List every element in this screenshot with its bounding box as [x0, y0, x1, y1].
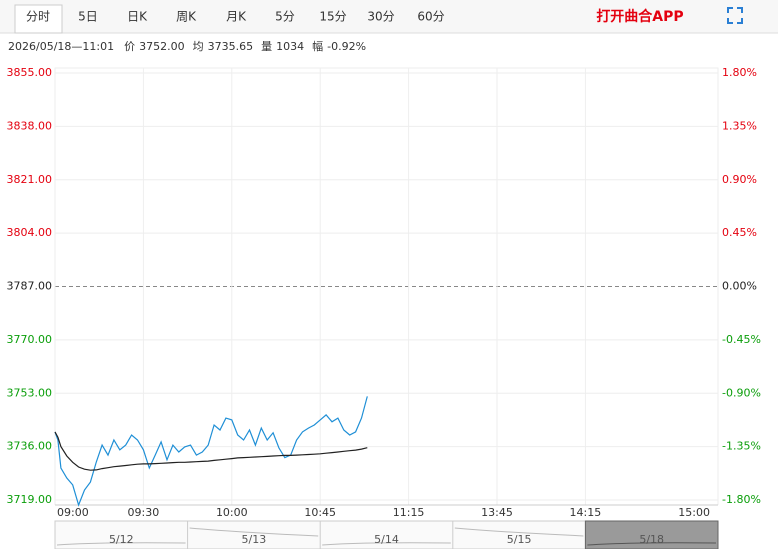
plot-frame [54, 67, 719, 501]
tab[interactable]: 30分 [367, 10, 394, 24]
fullscreen-icon[interactable] [727, 7, 743, 24]
active-tab [14, 4, 63, 34]
tab[interactable]: 分时 [26, 10, 50, 24]
tab[interactable]: 月K [226, 10, 247, 24]
y-tick-label: 3736.00 [7, 440, 53, 453]
info-time: 2026/05/18—11:01 [8, 40, 114, 53]
y-tick-label: 3855.00 [7, 66, 53, 79]
x-tick-label: 10:45 [304, 506, 336, 519]
navigator-date: 5/14 [374, 533, 399, 546]
info-value: 3735.65 [208, 40, 254, 53]
navigator-date: 5/15 [507, 533, 532, 546]
y2-tick-label: 1.80% [722, 66, 757, 79]
info-label: 价 [124, 40, 135, 53]
tab[interactable]: 日K [127, 10, 148, 24]
info-value: 3752.00 [139, 40, 185, 53]
x-tick-label: 10:00 [216, 506, 248, 519]
y2-tick-label: -1.35% [722, 440, 761, 453]
x-tick-label: 09:30 [128, 506, 160, 519]
y-tick-label: 3770.00 [7, 333, 53, 346]
info-value: -0.92% [327, 40, 366, 53]
y-tick-label: 3838.00 [7, 119, 53, 132]
navigator-trace [322, 542, 451, 546]
x-tick-label: 11:15 [393, 506, 425, 519]
x-tick-label: 15:00 [678, 506, 710, 519]
info-value: 1034 [276, 40, 304, 53]
info-label: 量 [261, 40, 272, 53]
x-tick-label: 09:00 [57, 506, 89, 519]
x-tick-label: 13:45 [481, 506, 513, 519]
app-link[interactable]: 打开曲合APP [596, 8, 683, 25]
y-tick-label: 3753.00 [7, 386, 53, 399]
tab[interactable]: 5分 [275, 10, 295, 24]
navigator-trace [189, 527, 319, 537]
price-line [54, 396, 368, 507]
info-label: 幅 [312, 40, 323, 53]
tab-bar [0, 0, 778, 33]
tab[interactable]: 15分 [319, 10, 346, 24]
tab[interactable]: 周K [176, 10, 197, 24]
navigator-date: 5/18 [639, 533, 664, 546]
y-tick-label: 3804.00 [7, 226, 53, 239]
y2-tick-label: 0.00% [722, 280, 757, 293]
tab[interactable]: 5日 [78, 10, 98, 24]
y-tick-label: 3787.00 [7, 280, 53, 293]
y2-tick-label: -0.45% [722, 333, 761, 346]
navigator-date: 5/13 [242, 533, 267, 546]
y2-tick-label: 0.90% [722, 173, 757, 186]
y-tick-label: 3719.00 [7, 493, 53, 506]
tab[interactable]: 60分 [417, 10, 444, 24]
y2-tick-label: -0.90% [722, 386, 761, 399]
info-label: 均 [193, 40, 204, 53]
x-tick-label: 14:15 [570, 506, 602, 519]
navigator-trace [454, 527, 584, 537]
navigator-date: 5/12 [109, 533, 134, 546]
y-tick-label: 3821.00 [7, 173, 53, 186]
navigator-trace [587, 542, 717, 546]
y2-tick-label: -1.80% [722, 493, 761, 506]
y2-tick-label: 1.35% [722, 119, 757, 132]
y2-tick-label: 0.45% [722, 226, 757, 239]
average-line [54, 431, 368, 471]
navigator-trace [56, 542, 186, 546]
